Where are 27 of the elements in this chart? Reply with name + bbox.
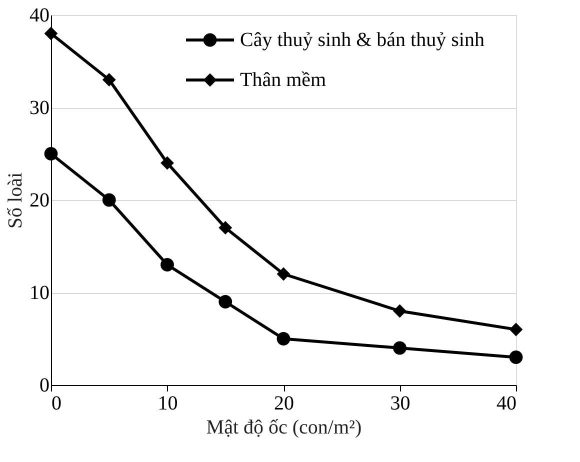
point: [218, 295, 232, 308]
point: [509, 350, 523, 364]
point: [102, 73, 116, 86]
point: [509, 322, 523, 336]
point: [160, 156, 174, 170]
point: [44, 26, 58, 40]
point: [102, 193, 116, 207]
point: [218, 221, 232, 234]
legend-label: Cây thuỷ sinh & bán thuỷ sinh: [240, 29, 484, 51]
point: [276, 332, 290, 346]
point: [393, 341, 406, 355]
x-axis-title: Mật độ ốc (con/m²): [206, 416, 362, 438]
point: [393, 304, 406, 318]
legend-label: Thân mềm: [240, 69, 327, 91]
point: [44, 147, 58, 160]
y-tick-label: 0: [40, 374, 50, 396]
x-tick-label: 30: [390, 392, 410, 414]
y-tick-label: 30: [30, 97, 50, 119]
x-tick-label: 40: [496, 392, 516, 414]
y-tick-label: 40: [30, 4, 50, 26]
point: [160, 258, 174, 272]
point: [276, 267, 290, 281]
y-axis-title: Số loài: [4, 172, 26, 229]
y-tick-label: 10: [30, 282, 50, 304]
x-tick-label: 10: [158, 392, 178, 414]
x-tick-label: 20: [274, 392, 294, 414]
y-tick-label: 20: [30, 190, 50, 212]
